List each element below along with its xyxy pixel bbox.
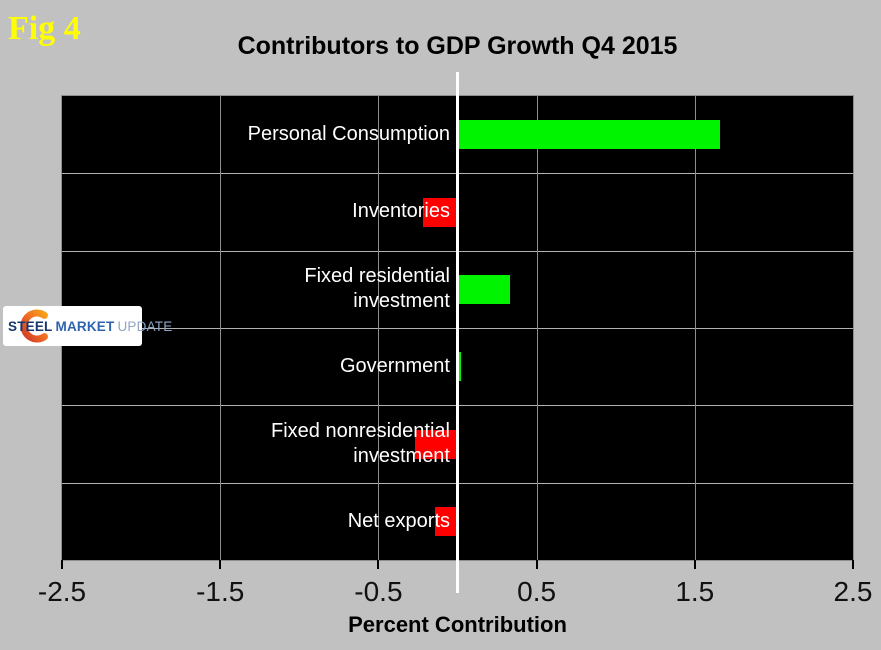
x-tick — [693, 560, 696, 569]
x-tick — [219, 560, 222, 569]
x-tick — [535, 560, 538, 569]
category-label-line: Inventories — [352, 200, 450, 223]
x-tick — [852, 560, 854, 569]
x-tick-label: -2.5 — [37, 576, 87, 607]
orange-crescent-icon — [20, 309, 48, 343]
category-label-line: Fixed residential — [304, 265, 450, 288]
category-label-line: Fixed nonresidential — [271, 419, 450, 442]
category-label-line: Government — [339, 355, 450, 378]
zero-gridline — [456, 72, 459, 593]
x-tick-label: 2.5 — [833, 576, 873, 607]
v-gridline — [220, 96, 222, 560]
logo-word-market: MARKET — [55, 318, 115, 334]
category-label-fixed-nonresidential-investment: Fixed nonresidential investment — [271, 405, 450, 482]
x-tick-label: 1.5 — [675, 576, 715, 607]
x-axis-label: Percent Contribution — [348, 612, 567, 637]
logo-word-steel: STEEL — [8, 318, 53, 334]
bar-personal-consumption — [457, 120, 721, 150]
v-gridline — [378, 96, 380, 560]
x-tick-label: -0.5 — [354, 576, 403, 607]
logo-word-update: UPDATE — [117, 318, 173, 334]
category-label-personal-consumption: Personal Consumption — [248, 96, 450, 173]
logo-wordmark: STEEL MARKET UPDATE — [8, 306, 172, 346]
category-label-net-exports: Net exports — [348, 483, 450, 560]
chart-title: Contributors to GDP Growth Q4 2015 — [237, 32, 678, 60]
category-label-line: investment — [353, 290, 450, 313]
category-label-line: Personal Consumption — [247, 123, 450, 146]
category-label-line: investment — [353, 444, 450, 467]
category-label-government: Government — [340, 328, 450, 405]
x-tick — [377, 560, 380, 569]
steel-market-update-logo: STEEL MARKET UPDATE — [3, 306, 172, 346]
category-label-fixed-residential-investment: Fixed residential investment — [304, 251, 450, 328]
category-label-inventories: Inventories — [352, 173, 450, 250]
x-tick — [61, 560, 63, 569]
bar-fixed-nonresidential-investment — [414, 429, 458, 459]
x-tick-label: 0.5 — [517, 576, 557, 607]
bar-net-exports — [435, 506, 458, 536]
x-tick-label: -1.5 — [196, 576, 245, 607]
bar-fixed-residential-investment — [457, 274, 510, 304]
bar-government — [457, 352, 461, 382]
figure-number: Fig 4 — [8, 10, 81, 47]
v-gridline — [536, 96, 538, 560]
category-label-line: Net exports — [347, 509, 450, 532]
v-gridline — [694, 96, 696, 560]
bar-inventories — [422, 197, 458, 227]
